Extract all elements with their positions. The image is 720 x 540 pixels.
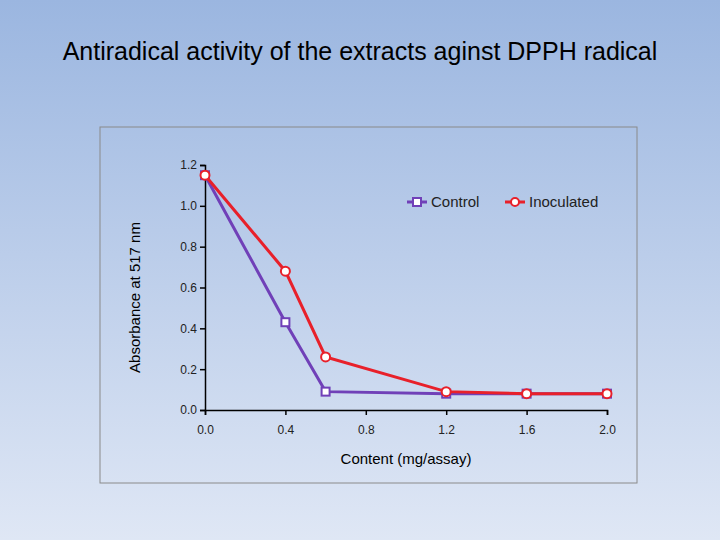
tick-label: 0.0 [180, 403, 197, 417]
legend-marker [511, 198, 519, 206]
x-axis: 0.0 0.4 0.8 1.2 1.6 2.0 [197, 410, 616, 437]
data-point [603, 389, 612, 398]
data-point [201, 171, 209, 179]
tick-mark [200, 328, 205, 330]
title: Antiradical activity of the extracts agi… [63, 37, 658, 65]
chart: Antiradical activity of the extracts agi… [0, 0, 720, 540]
tick: 1.2 [438, 410, 455, 437]
axis-line [206, 411, 608, 416]
tick-label: 0.6 [180, 281, 197, 295]
legend-label: Control [431, 193, 479, 210]
chart-frame [100, 127, 637, 483]
tick-label: 2.0 [599, 423, 616, 437]
tick-mark [200, 287, 205, 289]
tick: 0.8 [180, 240, 205, 254]
data-point [603, 390, 611, 398]
tick-mark [200, 206, 205, 208]
tick-mark [200, 246, 205, 248]
tick-mark [200, 369, 205, 371]
tick-label: 0.4 [180, 322, 197, 336]
tick: 1.6 [519, 410, 536, 437]
tick-label: 0.2 [180, 363, 197, 377]
data-point [442, 387, 451, 396]
tick-label: 1.0 [180, 199, 197, 213]
tick-label: 1.6 [519, 423, 536, 437]
tick-mark [526, 410, 528, 415]
axis-line [200, 166, 206, 411]
y-axis: 0.0 0.2 0.4 0.6 0.8 1.0 1.2 [180, 158, 205, 417]
series-line [205, 175, 607, 393]
tick-mark [200, 165, 205, 167]
tick: 0.4 [278, 410, 295, 437]
data-point [281, 318, 289, 326]
tick-mark [200, 410, 205, 412]
tick: 0.4 [180, 322, 205, 336]
tick: 0.8 [358, 410, 375, 437]
data-point [522, 389, 531, 398]
data-point [322, 388, 330, 396]
tick: 0.0 [180, 403, 205, 417]
tick: 0.0 [197, 410, 214, 437]
legend-marker [413, 198, 421, 206]
legend-label: Inoculated [529, 193, 598, 210]
series [201, 171, 612, 398]
tick: 0.2 [180, 363, 205, 377]
plot-data [201, 171, 612, 398]
tick-label: 0.8 [358, 423, 375, 437]
data-point [523, 390, 531, 398]
data-point [201, 171, 210, 180]
tick-mark [607, 410, 609, 415]
tick-label: 0.8 [180, 240, 197, 254]
legend-entry: Control [407, 193, 479, 210]
series-line [205, 175, 607, 393]
tick-label: 0.0 [197, 423, 214, 437]
legend-entry: Inoculated [505, 193, 598, 210]
data-point [321, 352, 330, 361]
series [201, 171, 611, 397]
tick-mark [366, 410, 368, 415]
legend: Control Inoculated [407, 193, 598, 210]
tick: 1.0 [180, 199, 205, 213]
tick: 0.6 [180, 281, 205, 295]
tick-mark [446, 410, 448, 415]
tick-label: 1.2 [180, 158, 197, 172]
tick-label: 1.2 [438, 423, 455, 437]
tick-label: 0.4 [278, 423, 295, 437]
tick-mark [285, 410, 287, 415]
title-line: Antiradical activity of the extracts agi… [63, 37, 658, 65]
x-axis-title: Content (mg/assay) [341, 450, 472, 467]
y-axis-title: Absorbance at 517 nm [126, 222, 143, 373]
tick: 2.0 [599, 410, 616, 437]
data-point [281, 267, 290, 276]
